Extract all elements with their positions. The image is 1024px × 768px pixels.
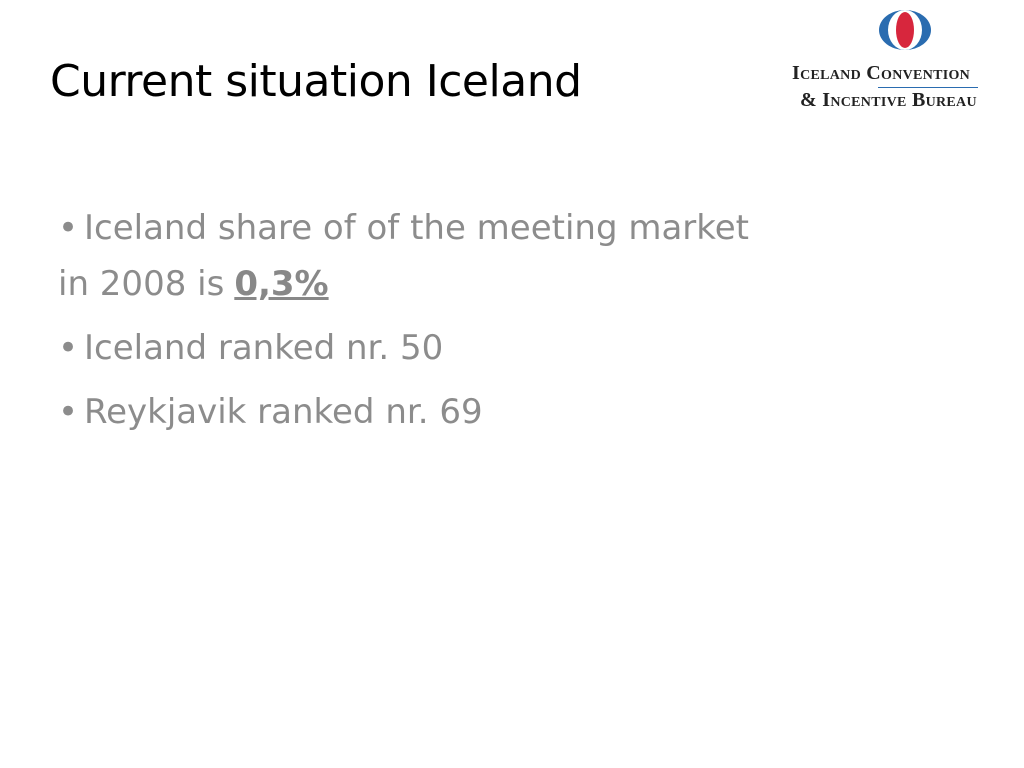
bullet-dot: • xyxy=(58,392,79,432)
bullet-dot: • xyxy=(58,328,79,368)
logo-line: & Incentive Bureau xyxy=(800,89,977,111)
bullet-text: in 2008 is xyxy=(58,264,225,304)
bullet-text: Iceland ranked nr. 50 xyxy=(84,328,444,368)
bullet-text: Reykjavik ranked nr. 69 xyxy=(84,392,483,432)
slide-title: Current situation Iceland xyxy=(50,56,582,107)
logo-inner xyxy=(896,12,914,48)
logo-rule xyxy=(878,87,978,88)
bullet: • Iceland ranked nr. 50 xyxy=(58,320,749,376)
bullet: • Iceland share of of the meeting market … xyxy=(58,200,749,312)
logo-mark xyxy=(879,10,931,50)
bullet-text: Iceland share of of the meeting market xyxy=(84,208,750,248)
bullet-dot: • xyxy=(58,208,79,248)
bullet-emphasis: 0,3% xyxy=(234,264,329,304)
logo-line: Iceland Convention xyxy=(792,62,971,84)
bullet: • Reykjavik ranked nr. 69 xyxy=(58,384,749,440)
bullet-list: • Iceland share of of the meeting market … xyxy=(58,200,749,448)
